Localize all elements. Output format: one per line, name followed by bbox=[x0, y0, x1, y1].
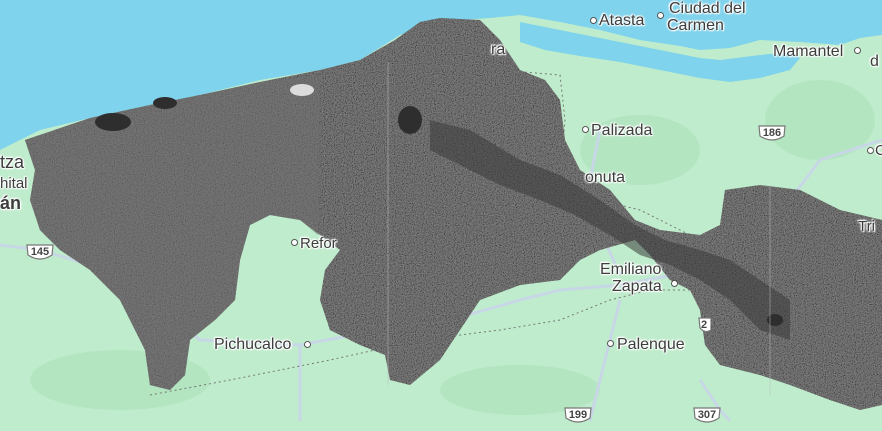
place-dot-emiliano-zapata[interactable] bbox=[671, 280, 678, 287]
place-dot-mamantel[interactable] bbox=[854, 47, 861, 54]
place-label-left-partial-1: tza bbox=[0, 152, 25, 172]
tile-seams bbox=[387, 62, 771, 395]
highway-shield-186: 186 bbox=[757, 124, 787, 144]
place-dot-palizada[interactable] bbox=[582, 126, 589, 133]
place-label-left-partial-2: hital bbox=[0, 175, 28, 192]
place-label-right-partial-3: C bbox=[875, 142, 882, 159]
land-texture bbox=[30, 80, 875, 415]
place-label-emiliano-zapata-2[interactable]: Zapata bbox=[612, 278, 662, 295]
highway-shield-2: 2 bbox=[697, 316, 712, 336]
place-dot-ciudad-del-carmen[interactable] bbox=[657, 12, 664, 19]
map-canvas[interactable] bbox=[0, 0, 882, 421]
place-label-right-partial-1: d bbox=[870, 53, 879, 70]
raster-dark-band bbox=[430, 120, 790, 340]
place-label-atasta[interactable]: Atasta bbox=[599, 12, 645, 29]
place-label-pichucalco[interactable]: Pichucalco bbox=[214, 336, 292, 353]
highway-shield-label: 199 bbox=[568, 409, 588, 421]
highway-shield-label: 186 bbox=[762, 127, 782, 139]
place-label-emiliano-zapata-1[interactable]: Emiliano bbox=[600, 261, 662, 278]
place-label-palenque[interactable]: Palenque bbox=[617, 336, 685, 353]
place-dot-right-partial[interactable] bbox=[867, 147, 874, 154]
place-label-frontera[interactable]: ra bbox=[491, 41, 506, 58]
lagoon-water bbox=[520, 22, 800, 82]
highway-shield-307: 307 bbox=[692, 406, 722, 426]
raster-water-patches bbox=[95, 97, 783, 326]
highway-shield-label: 307 bbox=[697, 409, 717, 421]
highway-shield-199: 199 bbox=[563, 406, 593, 426]
place-label-reforma[interactable]: Refor bbox=[300, 235, 337, 252]
place-dot-atasta[interactable] bbox=[590, 17, 597, 24]
place-label-ciudad-del-carmen-2[interactable]: Carmen bbox=[667, 17, 724, 34]
raster-light-tile bbox=[25, 75, 320, 390]
place-label-palizada[interactable]: Palizada bbox=[591, 122, 653, 139]
place-dot-reforma[interactable] bbox=[291, 239, 298, 246]
place-label-jonuta[interactable]: onuta bbox=[585, 169, 626, 186]
place-label-ciudad-del-carmen-1[interactable]: Ciudad del bbox=[669, 0, 746, 17]
place-label-mamantel[interactable]: Mamantel bbox=[773, 43, 844, 60]
place-dot-pichucalco[interactable] bbox=[304, 341, 311, 348]
place-label-left-partial-3: án bbox=[0, 193, 22, 213]
place-dot-palenque[interactable] bbox=[607, 340, 614, 347]
gulf-water bbox=[0, 0, 882, 150]
raster-bright-patch bbox=[290, 84, 314, 96]
highway-shield-145: 145 bbox=[25, 243, 55, 263]
highway-shield-label: 2 bbox=[700, 319, 708, 331]
place-label-right-partial-2: Tri bbox=[858, 218, 875, 235]
highway-shield-label: 145 bbox=[30, 246, 50, 258]
